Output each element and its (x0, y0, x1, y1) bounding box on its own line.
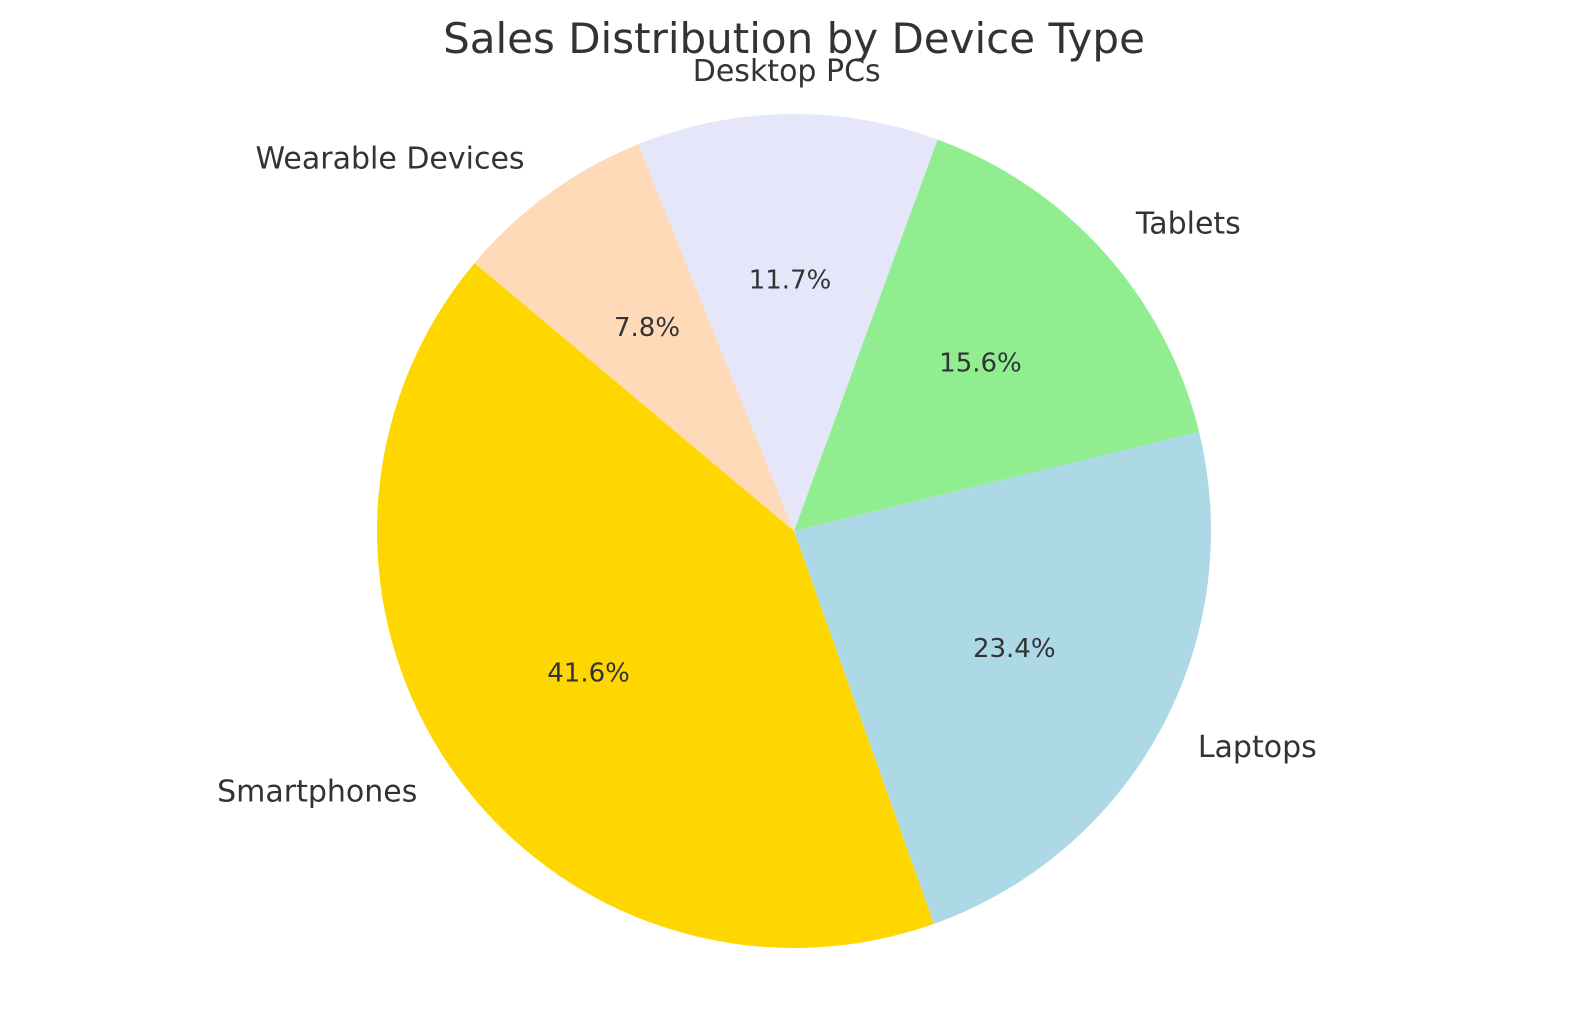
slice-percent-smartphones: 41.6% (547, 658, 630, 688)
pie-slice-laptops (794, 431, 1211, 924)
pie-slice-wearable-devices (474, 144, 794, 532)
slice-percent-wearable-devices: 7.8% (614, 313, 680, 343)
slice-label-wearable-devices: Wearable Devices (255, 141, 524, 176)
chart-title: Sales Distribution by Device Type (443, 14, 1145, 63)
pie-labels: Smartphones 41.6% Laptops 23.4% Tablets 15.6%… (217, 54, 1317, 809)
slice-label-smartphones: Smartphones (217, 774, 417, 809)
pie-slice-tablets (794, 139, 1200, 531)
slice-label-tablets: Tablets (1135, 207, 1241, 242)
slice-percent-desktop-pcs: 11.7% (749, 265, 832, 295)
pie-slice-smartphones (377, 262, 934, 948)
slice-label-laptops: Laptops (1198, 730, 1317, 765)
pie-slice-desktop-pcs (638, 113, 938, 531)
slice-percent-tablets: 15.6% (939, 349, 1022, 379)
pie-slices (377, 113, 1211, 948)
slice-label-desktop-pcs: Desktop PCs (693, 54, 881, 89)
slice-percent-laptops: 23.4% (973, 634, 1056, 664)
